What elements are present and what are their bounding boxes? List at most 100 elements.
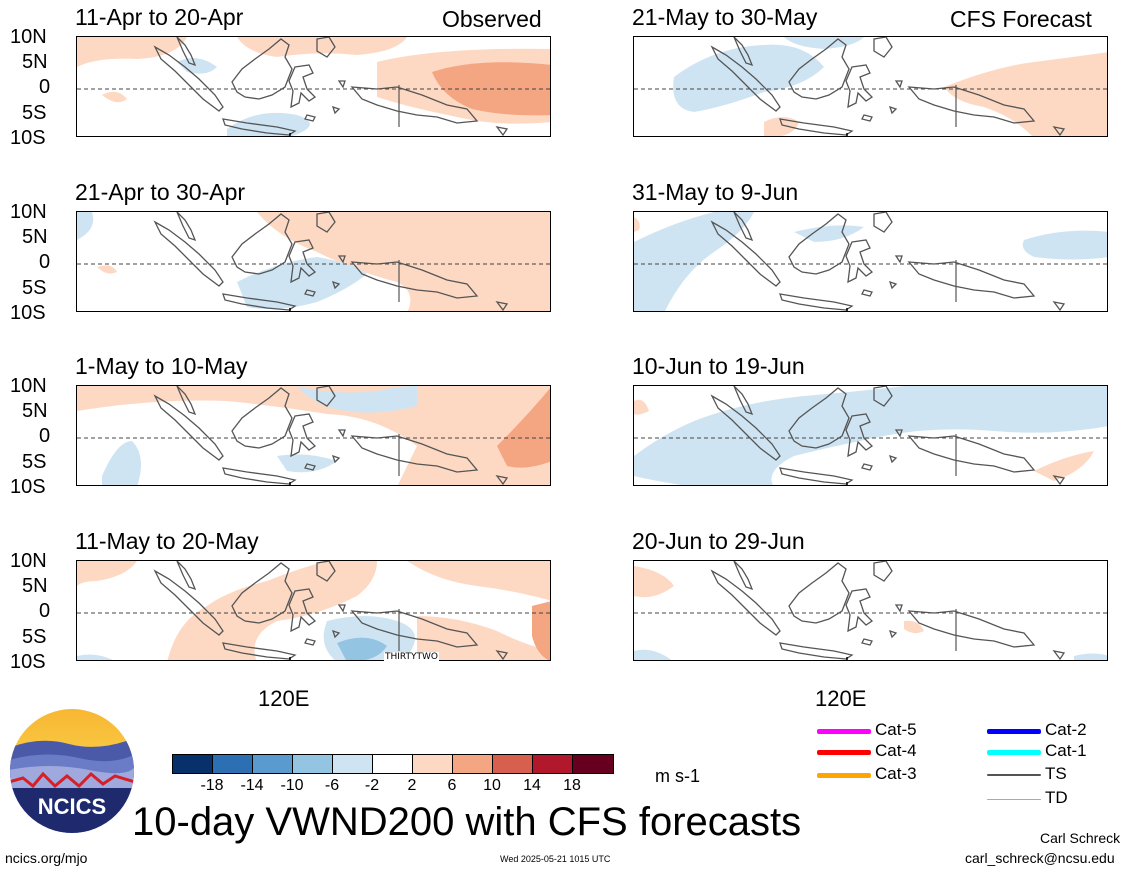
anomaly-shading [784, 37, 864, 49]
anomaly-shading [673, 44, 824, 112]
colorbar-label: -2 [364, 777, 380, 794]
colorbar-label: -18 [200, 777, 224, 794]
legend-line-cat-1 [987, 749, 1041, 755]
coastline [231, 387, 293, 449]
coastline [788, 387, 850, 449]
coastline [788, 38, 850, 100]
coastline [861, 289, 873, 297]
colorbar-swatch [373, 755, 413, 773]
coastline [331, 280, 341, 290]
coastline [288, 413, 317, 458]
coastline [350, 610, 479, 648]
ytick-0: 0 [39, 600, 51, 622]
anomaly-shading [77, 654, 114, 660]
colorbar-label: 18 [563, 777, 581, 794]
ytick-5s: 5S [22, 626, 47, 648]
legend-label-cat-3: Cat-3 [875, 764, 917, 783]
coastline [733, 386, 754, 416]
coastline [153, 394, 224, 461]
website-link[interactable]: ncics.org/mjo [5, 850, 88, 866]
logo-text: NCICS [38, 794, 106, 819]
coastline [176, 561, 197, 591]
anomaly-shading [337, 637, 387, 660]
colorbar-swatch [253, 755, 293, 773]
coastline [779, 467, 854, 485]
anomaly-shading [1034, 451, 1094, 481]
coastline [337, 80, 346, 89]
coastline [495, 650, 509, 660]
anomaly-shading [102, 91, 127, 103]
map-canvas [634, 212, 1107, 311]
coastline [894, 255, 903, 264]
anomaly-shading [77, 386, 550, 485]
xtick-fc-120e: 120E [815, 686, 867, 711]
map-panel-obs-3 [76, 385, 551, 486]
ytick-10n: 10N [10, 26, 47, 48]
legend-line-cat-5 [817, 728, 871, 734]
author-email[interactable]: carl_schreck@ncsu.edu [965, 850, 1115, 866]
map-canvas [77, 561, 550, 660]
ytick-10n: 10N [10, 550, 47, 572]
map-panel-obs-4 [76, 560, 551, 661]
coastline [888, 280, 898, 290]
map-canvas [77, 37, 550, 136]
coastline [153, 45, 224, 112]
anomaly-shading [634, 649, 672, 660]
colorbar-swatch [533, 755, 573, 773]
ytick-10s: 10S [10, 127, 46, 149]
coastline [316, 212, 336, 233]
legend-label-cat-2: Cat-2 [1045, 720, 1087, 739]
colorbar-label: 6 [447, 777, 457, 794]
coastline [304, 463, 316, 471]
ytick-10s: 10S [10, 651, 46, 673]
coastline [337, 255, 346, 264]
colorbar-swatch [213, 755, 253, 773]
anomaly-shading [904, 620, 924, 634]
colorbar-label: 14 [523, 777, 541, 794]
panel-title-fc-2: 31-May to 9-Jun [632, 179, 799, 205]
coastline [779, 293, 854, 311]
coastline [861, 114, 873, 122]
ytick-0: 0 [39, 251, 51, 273]
map-canvas [77, 212, 550, 311]
colorbar-swatch [173, 755, 213, 773]
coastline [331, 105, 341, 115]
ytick-10n: 10N [10, 375, 47, 397]
coastline [331, 629, 341, 639]
coastline [153, 569, 224, 636]
anomaly-shading [1022, 230, 1107, 260]
anomaly-shading [764, 117, 799, 136]
coastline [222, 293, 297, 311]
panel-title-fc-3: 10-Jun to 19-Jun [632, 353, 805, 379]
coastline [894, 604, 903, 613]
ytick-10s: 10S [10, 302, 46, 324]
coastline [788, 562, 850, 624]
colorbar-swatch [453, 755, 493, 773]
coastline [337, 604, 346, 613]
coastline [845, 239, 874, 284]
legend-line-cat-4 [817, 749, 871, 755]
colorbar-swatch [293, 755, 333, 773]
anomaly-shading [77, 561, 137, 586]
anomaly-shading [634, 399, 649, 415]
map-panel-fc-3 [633, 385, 1108, 486]
anomaly-shading [634, 386, 1107, 485]
map-panel-fc-2 [633, 211, 1108, 312]
coastline [873, 561, 893, 582]
anomaly-shading [407, 561, 550, 601]
anomaly-shading [532, 601, 550, 660]
coastline [733, 212, 754, 242]
anomaly-shading [794, 225, 864, 242]
coastline [222, 642, 297, 660]
anomaly-shading [77, 212, 94, 240]
coastline [845, 413, 874, 458]
coastline [288, 64, 317, 109]
coastline [907, 435, 1036, 473]
coastline [710, 569, 781, 636]
map-canvas [634, 561, 1107, 660]
colorbar-swatch [333, 755, 373, 773]
legend-line-cat-3 [817, 772, 871, 778]
ytick-5n: 5N [22, 51, 48, 73]
coastline [779, 118, 854, 136]
anomaly-shading [944, 52, 1107, 136]
